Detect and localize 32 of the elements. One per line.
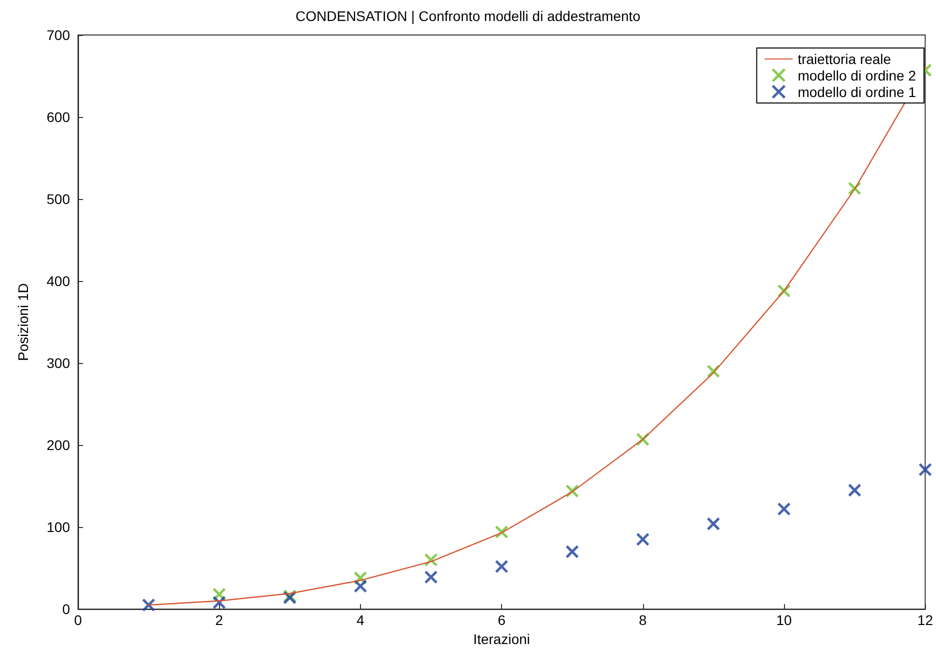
point xyxy=(636,532,650,546)
y-tick-label: 500 xyxy=(46,191,70,208)
y-tick-label: 300 xyxy=(46,355,70,372)
legend-label: traiettoria reale xyxy=(798,51,892,67)
point xyxy=(494,560,508,574)
x-tick-label: 8 xyxy=(638,612,647,628)
y-tick-label: 0 xyxy=(62,601,70,618)
point xyxy=(918,462,932,476)
point xyxy=(565,544,579,558)
line-series xyxy=(148,67,926,606)
x-axis-title: Iterazioni xyxy=(473,631,530,647)
point xyxy=(142,598,156,612)
point xyxy=(354,579,368,593)
point xyxy=(706,517,720,531)
x-tick-label: 0 xyxy=(74,612,82,628)
chart-title: CONDENSATION | Confronto modelli di addestramento xyxy=(296,8,641,24)
x-tick-label: 4 xyxy=(356,612,365,628)
legend-label: modello di ordine 2 xyxy=(798,67,916,84)
x-tick-label: 6 xyxy=(498,612,506,628)
x-tick-label: 2 xyxy=(215,612,224,628)
y-tick-label: 400 xyxy=(46,273,70,290)
point xyxy=(848,483,862,497)
point xyxy=(424,570,438,584)
point xyxy=(777,502,791,516)
y-tick-label: 700 xyxy=(46,27,70,43)
y-tick-label: 600 xyxy=(46,109,70,126)
x-tick-label: 10 xyxy=(776,612,792,628)
y-tick-label: 100 xyxy=(46,519,70,536)
y-tick-label: 200 xyxy=(46,437,70,454)
x-tick-label: 12 xyxy=(917,612,934,628)
y-axis-title: Posizioni 1D xyxy=(15,283,31,361)
legend-label: modello di ordine 1 xyxy=(798,84,916,100)
